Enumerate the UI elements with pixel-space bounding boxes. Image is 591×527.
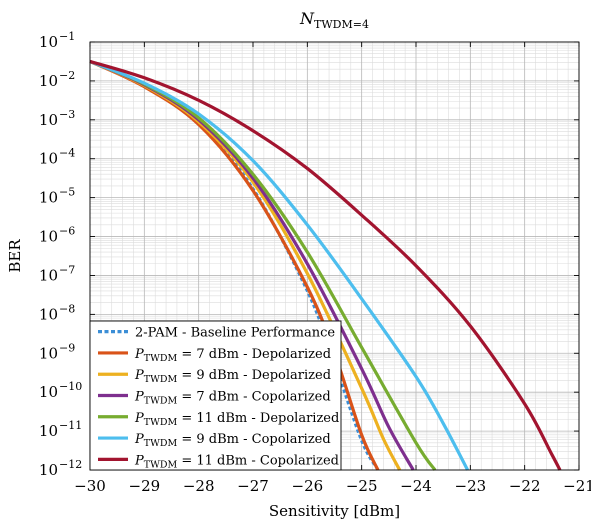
y-tick-label: 10−9 (39, 341, 75, 362)
legend-label-part: TWDM (144, 459, 178, 470)
y-tick-label-base: 10 (39, 344, 58, 362)
y-tick-label: 10−4 (39, 147, 75, 168)
y-tick-label-exponent: −9 (59, 341, 75, 354)
x-axis-label: Sensitivity [dBm] (269, 502, 400, 520)
y-tick-label-exponent: −11 (59, 419, 82, 432)
legend-label-part: = 9 dBm - Depolarized (177, 368, 331, 383)
y-tick-label-base: 10 (39, 266, 58, 284)
y-tick-label: 10−1 (39, 30, 75, 51)
x-tick-label: −29 (129, 477, 161, 495)
y-tick-label: 10−11 (39, 419, 82, 440)
y-tick-label: 10−12 (39, 458, 82, 479)
legend-label-part: P (134, 390, 144, 405)
y-tick-label-base: 10 (39, 189, 58, 207)
chart-title-main: N (299, 9, 315, 28)
legend-label-part: = 7 dBm - Copolarized (177, 390, 331, 405)
chart-title: NTWDM=4 (299, 9, 369, 31)
x-tick-label: −21 (563, 477, 591, 495)
y-tick-label-base: 10 (39, 228, 58, 246)
y-tick-label-base: 10 (39, 33, 58, 51)
y-tick-label-base: 10 (39, 111, 58, 129)
y-tick-label-base: 10 (39, 150, 58, 168)
y-tick-label-exponent: −3 (59, 108, 75, 121)
y-tick-label-base: 10 (39, 422, 58, 440)
y-tick-label: 10−10 (39, 380, 82, 401)
x-tick-label: −24 (400, 477, 432, 495)
y-tick-label-exponent: −10 (59, 380, 82, 393)
legend-label-part: P (134, 347, 144, 362)
y-tick-label-base: 10 (39, 72, 58, 90)
y-tick-label-exponent: −2 (59, 69, 75, 82)
x-tick-label: −23 (455, 477, 487, 495)
legend-label-part: P (134, 368, 144, 383)
x-tick-label: −27 (237, 477, 269, 495)
y-tick-label-exponent: −12 (59, 458, 82, 471)
x-tick-label: −26 (292, 477, 324, 495)
y-tick-label-base: 10 (39, 305, 58, 323)
y-tick-label-exponent: −4 (59, 147, 75, 160)
legend-label-part: P (134, 432, 144, 447)
legend-label-part: = 11 dBm - Depolarized (177, 411, 339, 426)
y-tick-label: 10−2 (39, 69, 75, 90)
legend-label-part: TWDM (144, 438, 178, 449)
y-tick-label: 10−7 (39, 263, 75, 284)
chart-title-sub: TWDM=4 (314, 18, 369, 31)
legend-label-part: = 11 dBm - Copolarized (177, 453, 339, 468)
y-tick-label: 10−8 (39, 302, 75, 323)
x-tick-label: −28 (183, 477, 215, 495)
legend-label-part: TWDM (144, 353, 178, 364)
x-tick-label: −25 (346, 477, 378, 495)
y-tick-label: 10−6 (39, 225, 75, 246)
legend-label-part: TWDM (144, 417, 178, 428)
y-tick-label-exponent: −5 (59, 186, 75, 199)
y-tick-label: 10−3 (39, 108, 75, 129)
x-tick-label: −30 (74, 477, 106, 495)
legend-label-part: 2-PAM - Baseline Performance (135, 326, 335, 341)
y-tick-label-exponent: −7 (59, 263, 75, 276)
y-tick-label-exponent: −6 (59, 225, 75, 238)
legend-label-part: TWDM (144, 396, 178, 407)
y-tick-label-base: 10 (39, 461, 58, 479)
legend-label-part: = 9 dBm - Copolarized (177, 432, 331, 447)
legend-label-baseline: 2-PAM - Baseline Performance (135, 326, 335, 341)
legend-label-part: = 7 dBm - Depolarized (177, 347, 331, 362)
legend-label-part: P (134, 411, 144, 426)
y-tick-label-base: 10 (39, 383, 58, 401)
legend-label-part: TWDM (144, 374, 178, 385)
y-axis-label: BER (6, 239, 24, 273)
y-tick-label-exponent: −1 (59, 30, 75, 43)
x-tick-label: −22 (509, 477, 541, 495)
y-tick-label: 10−5 (39, 186, 75, 207)
legend-label-part: P (134, 453, 144, 468)
y-tick-label-exponent: −8 (59, 302, 75, 315)
